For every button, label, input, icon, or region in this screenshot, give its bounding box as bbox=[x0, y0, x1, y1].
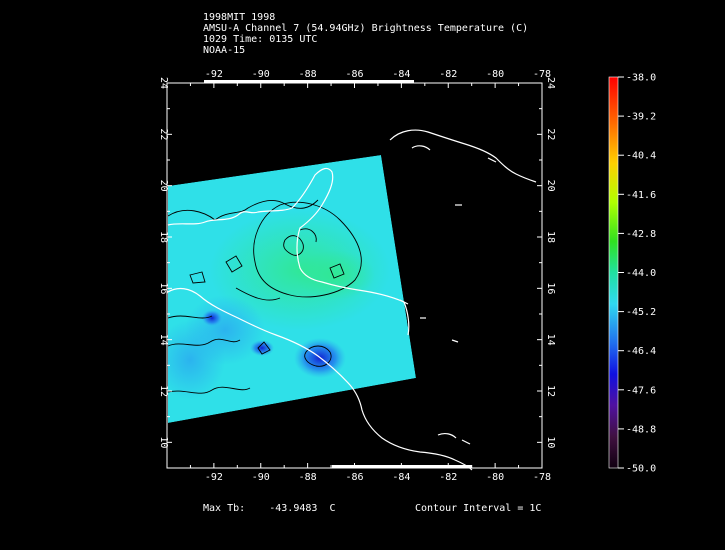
colorbar-tick-label: -44.0 bbox=[626, 268, 656, 279]
colorbar-tick-label: -40.4 bbox=[626, 151, 656, 162]
lon-tick-label: -78 bbox=[533, 472, 551, 483]
lon-tick-label: -84 bbox=[392, 69, 410, 80]
max-tb-label: Max Tb: bbox=[203, 503, 246, 514]
top-longitude-ticks: -92 -90 -88 -86 -84 -82 -80 -78 bbox=[189, 69, 551, 88]
lon-tick-label: -88 bbox=[299, 69, 317, 80]
max-tb-value: -43.9483 bbox=[269, 503, 318, 514]
contour-lines bbox=[167, 199, 362, 394]
lat-tick-label: 12 bbox=[158, 385, 169, 397]
colorbar bbox=[608, 76, 619, 469]
colorbar-tick-label: -41.6 bbox=[626, 190, 656, 201]
header-time: 1029 Time: 0135 UTC bbox=[203, 34, 318, 45]
lat-tick-label: 10 bbox=[545, 436, 556, 448]
lat-tick-label: 20 bbox=[545, 180, 556, 192]
lon-tick-label: -80 bbox=[486, 69, 504, 80]
colorbar-tick-label: -50.0 bbox=[626, 464, 656, 475]
top-axis-bar bbox=[204, 80, 414, 83]
colorbar-tick-label: -45.2 bbox=[626, 307, 656, 318]
lon-tick-label: -82 bbox=[439, 472, 457, 483]
lat-tick-label: 10 bbox=[158, 436, 169, 448]
lat-tick-label: 16 bbox=[545, 282, 556, 294]
lon-tick-label: -90 bbox=[252, 472, 270, 483]
lat-tick-label: 20 bbox=[158, 180, 169, 192]
lat-tick-label: 18 bbox=[545, 231, 556, 243]
colorbar-tick-label: -42.8 bbox=[626, 229, 656, 240]
lat-tick-label: 22 bbox=[158, 128, 169, 140]
colorbar-tick-label: -48.8 bbox=[626, 424, 656, 435]
lon-tick-label: -84 bbox=[392, 472, 410, 483]
lon-tick-label: -92 bbox=[205, 472, 223, 483]
colorbar-tick-label: -38.0 bbox=[626, 73, 656, 84]
colorbar-tick-label: -46.4 bbox=[626, 346, 656, 357]
plot-header: 1998MIT 1998 AMSU-A Channel 7 (54.94GHz)… bbox=[203, 12, 528, 56]
lat-tick-label: 22 bbox=[545, 128, 556, 140]
lon-tick-label: -80 bbox=[486, 472, 504, 483]
lon-tick-label: -88 bbox=[299, 472, 317, 483]
bottom-longitude-ticks: -92 -90 -88 -86 -84 -82 -80 -78 bbox=[189, 463, 551, 483]
lat-tick-label: 14 bbox=[158, 334, 169, 346]
lat-tick-label: 24 bbox=[545, 77, 556, 89]
bottom-axis-bar bbox=[332, 465, 472, 468]
contour-interval-label: Contour Interval = 1C bbox=[415, 503, 542, 514]
lon-tick-label: -86 bbox=[345, 472, 363, 483]
lat-tick-label: 24 bbox=[158, 77, 169, 89]
colorbar-tick-label: -39.2 bbox=[626, 112, 656, 123]
lon-tick-label: -92 bbox=[205, 69, 223, 80]
colorbar-tick-label: -47.6 bbox=[626, 385, 656, 396]
lon-tick-label: -90 bbox=[252, 69, 270, 80]
coastline bbox=[167, 129, 537, 471]
lon-tick-label: -86 bbox=[345, 69, 363, 80]
right-latitude-ticks: 10 12 14 16 18 20 22 24 bbox=[537, 77, 556, 469]
lon-tick-label: -78 bbox=[533, 69, 551, 80]
left-latitude-ticks: 10 12 14 16 18 20 22 24 bbox=[158, 77, 172, 469]
header-satellite: NOAA-15 bbox=[203, 45, 246, 56]
lon-tick-label: -82 bbox=[439, 69, 457, 80]
lat-tick-label: 18 bbox=[158, 231, 169, 243]
lat-tick-label: 16 bbox=[158, 282, 169, 294]
header-channel: AMSU-A Channel 7 (54.94GHz) Brightness T… bbox=[203, 23, 529, 34]
header-title: 1998MIT 1998 bbox=[203, 12, 276, 23]
colorbar-labels: -38.0 -39.2 -40.4 -41.6 -42.8 -44.0 -45.2 -46.4… bbox=[618, 73, 656, 475]
lat-tick-label: 12 bbox=[545, 385, 556, 397]
lat-tick-label: 14 bbox=[545, 334, 556, 346]
max-tb-readout: Max Tb: -43.9483 C bbox=[203, 503, 336, 514]
brightness-swath bbox=[168, 155, 416, 423]
max-tb-unit: C bbox=[329, 503, 336, 514]
